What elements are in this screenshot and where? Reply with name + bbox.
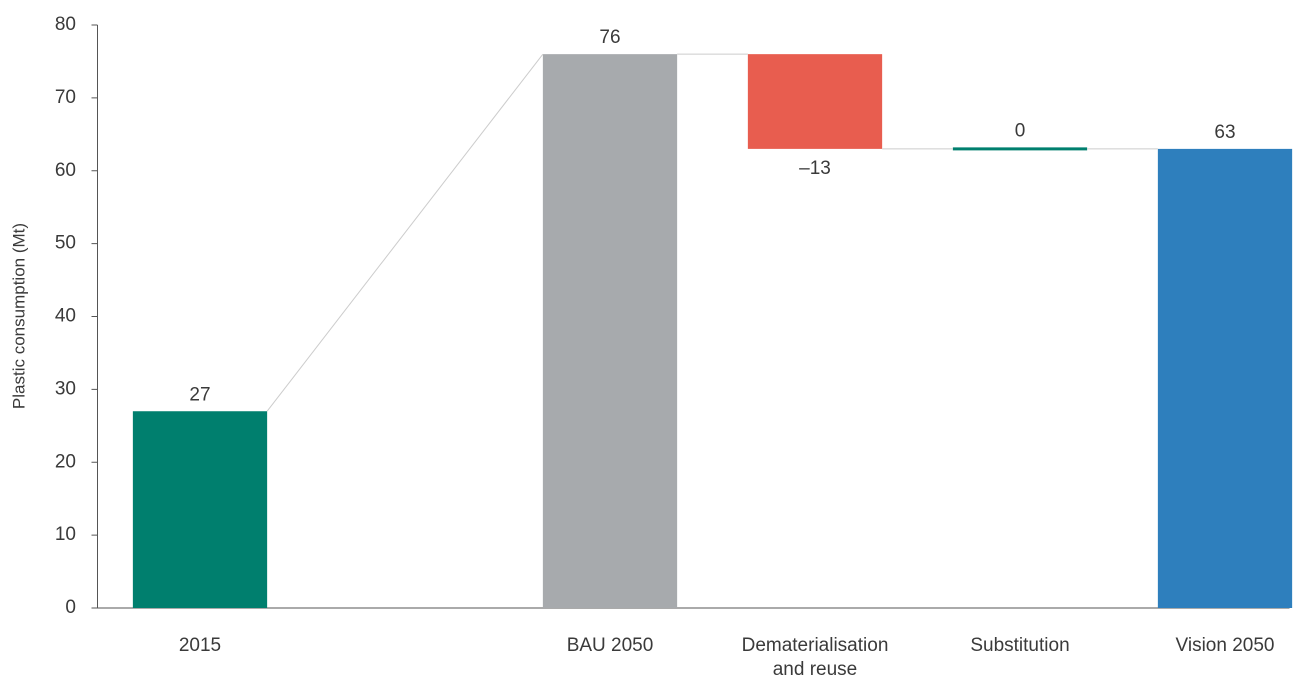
bar [542, 54, 678, 608]
value-label: 0 [1015, 120, 1026, 141]
y-tick-label: 60 [55, 160, 76, 181]
bar [952, 147, 1088, 151]
value-label: 76 [599, 27, 620, 48]
x-tick-label: Substitution [970, 635, 1070, 656]
value-label: –13 [799, 158, 831, 179]
value-label: 63 [1214, 122, 1235, 143]
value-label: 27 [189, 384, 210, 405]
y-tick-label: 30 [55, 378, 76, 399]
connector [266, 53, 544, 412]
x-tick-label: BAU 2050 [566, 635, 654, 656]
y-tick-label: 40 [55, 306, 76, 327]
y-tick-label: 70 [55, 87, 76, 108]
bar [132, 411, 268, 608]
y-tick-label: 80 [55, 14, 76, 35]
x-tick-label: Vision 2050 [1175, 635, 1275, 656]
x-tick-label: Dematerialisation and reuse [741, 635, 889, 680]
y-tick-label: 20 [55, 451, 76, 472]
y-tick-label: 50 [55, 233, 76, 254]
x-tick-label: 2015 [178, 635, 222, 656]
y-tick-label: 0 [65, 597, 76, 618]
y-tick-label: 10 [55, 524, 76, 545]
bar [1157, 148, 1293, 608]
bar [747, 54, 883, 149]
y-axis-label: Plastic consumption (Mt) [9, 223, 28, 409]
